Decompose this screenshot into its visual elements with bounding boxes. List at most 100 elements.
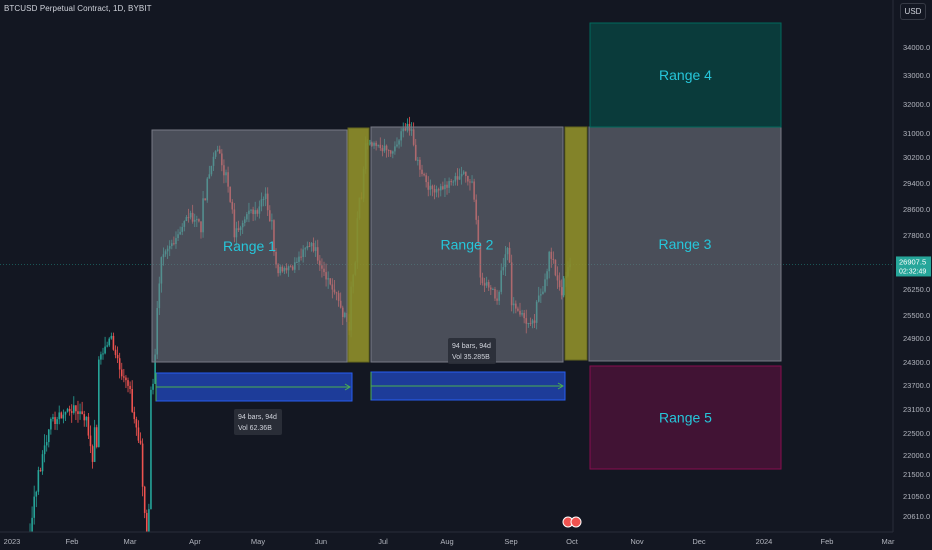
candle xyxy=(152,378,154,395)
candle xyxy=(77,400,79,423)
price-tick-label: 24300.0 xyxy=(903,358,930,367)
candle xyxy=(133,406,136,424)
candle xyxy=(129,381,131,394)
candle xyxy=(116,346,119,363)
candle xyxy=(45,435,48,452)
range-label-1: Range 1 xyxy=(223,238,276,254)
price-tick-label: 28600.0 xyxy=(903,205,930,214)
time-tick-label: 2023 xyxy=(4,537,21,546)
measure-vol-text: Vol 62.36B xyxy=(238,425,272,432)
candle xyxy=(47,428,50,448)
price-tick-label: 23700.0 xyxy=(903,381,930,390)
candle xyxy=(135,416,138,436)
price-tick-label: 34000.0 xyxy=(903,43,930,52)
gap-box-1[interactable] xyxy=(347,127,370,363)
candle xyxy=(50,417,52,435)
flag-icon[interactable] xyxy=(570,516,582,528)
range-box-2[interactable]: Range 2 xyxy=(370,126,564,363)
candle xyxy=(60,411,63,419)
time-tick-label: Feb xyxy=(66,537,79,546)
current-price-badge: 26907.5 02:32:49 xyxy=(896,256,931,277)
range-label-4: Range 4 xyxy=(659,67,712,83)
time-tick-label: Sep xyxy=(504,537,517,546)
time-tick-label: Mar xyxy=(124,537,137,546)
candle xyxy=(127,377,129,393)
candle xyxy=(150,386,152,510)
time-tick-label: May xyxy=(251,537,265,546)
candle xyxy=(131,380,133,414)
range-shapes-layer: Range 1 Range 2 Range 3 Range 4 Range 5 94 ba… xyxy=(151,22,782,470)
candle xyxy=(139,432,142,445)
candle xyxy=(118,352,121,379)
candle xyxy=(58,405,61,425)
candle xyxy=(85,416,88,427)
measure-label-2: 94 bars, 94d Vol 35.285B xyxy=(448,338,496,364)
candle xyxy=(41,450,44,475)
candle xyxy=(110,332,113,340)
current-price-text: 26907.5 xyxy=(899,257,926,266)
price-tick-label: 31000.0 xyxy=(903,129,930,138)
candle xyxy=(62,409,65,424)
measure-label-1: 94 bars, 94d Vol 62.36B xyxy=(234,409,282,435)
candle xyxy=(104,336,106,355)
candle xyxy=(64,411,67,422)
gap-box-2[interactable] xyxy=(564,126,588,361)
time-tick-label: Apr xyxy=(189,537,201,546)
candle xyxy=(73,396,75,415)
candle xyxy=(43,434,46,463)
candle xyxy=(81,401,83,415)
countdown-text: 02:32:49 xyxy=(899,268,926,275)
candle xyxy=(89,425,92,453)
measure-vol-text: Vol 35.285B xyxy=(452,354,490,361)
candle xyxy=(37,466,40,495)
candle xyxy=(83,410,86,427)
candle xyxy=(369,139,371,146)
price-tick-label: 30200.0 xyxy=(903,153,930,162)
candle xyxy=(125,375,127,389)
candle xyxy=(106,341,108,348)
candle xyxy=(33,485,35,525)
price-tick-label: 20610.0 xyxy=(903,512,930,521)
time-tick-label: Aug xyxy=(440,537,453,546)
candle xyxy=(75,405,77,421)
symbol-title[interactable]: BTCUSD Perpetual Contract, 1D, BYBIT xyxy=(4,4,152,13)
price-tick-label: 21500.0 xyxy=(903,470,930,479)
time-tick-label: Jun xyxy=(315,537,327,546)
range-box-4[interactable]: Range 4 xyxy=(589,22,782,128)
economic-event-icons[interactable] xyxy=(562,516,582,528)
candle xyxy=(143,485,146,519)
price-axis[interactable]: 34000.0 33000.0 32000.0 31000.0 30200.0 29400… xyxy=(892,0,932,550)
price-tick-label: 22000.0 xyxy=(903,451,930,460)
price-tick-label: 23100.0 xyxy=(903,405,930,414)
range-box-5[interactable]: Range 5 xyxy=(589,365,782,470)
candle xyxy=(70,404,73,423)
time-axis-bg xyxy=(0,532,932,550)
range-box-3[interactable]: Range 3 xyxy=(588,126,782,362)
measure-bars-text: 94 bars, 94d xyxy=(238,414,277,421)
time-tick-label: Feb xyxy=(821,537,834,546)
date-range-measure-1[interactable]: 94 bars, 94d Vol 62.36B xyxy=(155,372,353,435)
price-tick-label: 32000.0 xyxy=(903,100,930,109)
measure-bars-text: 94 bars, 94d xyxy=(452,343,491,350)
price-tick-label: 27800.0 xyxy=(903,231,930,240)
range-box-1[interactable]: Range 1 xyxy=(151,129,348,363)
price-tick-label: 33000.0 xyxy=(903,71,930,80)
candle xyxy=(91,444,94,469)
candle xyxy=(137,420,140,443)
candle xyxy=(100,351,102,365)
price-tick-label: 26250.0 xyxy=(903,285,930,294)
range-label-5: Range 5 xyxy=(659,410,712,426)
candle xyxy=(95,424,98,449)
price-tick-label: 22500.0 xyxy=(903,429,930,438)
price-tick-label: 21050.0 xyxy=(903,492,930,501)
candle xyxy=(35,490,38,508)
candle xyxy=(562,276,565,298)
time-tick-label: Nov xyxy=(630,537,644,546)
range-label-3: Range 3 xyxy=(659,236,712,252)
date-range-measure-2[interactable]: 94 bars, 94d Vol 35.285B xyxy=(370,338,566,401)
currency-button[interactable]: USD xyxy=(900,3,926,20)
candle xyxy=(52,413,54,422)
time-axis[interactable]: 2023 Feb Mar Apr May Jun Jul Aug Sep Oct Nov Dec 202… xyxy=(0,516,932,550)
